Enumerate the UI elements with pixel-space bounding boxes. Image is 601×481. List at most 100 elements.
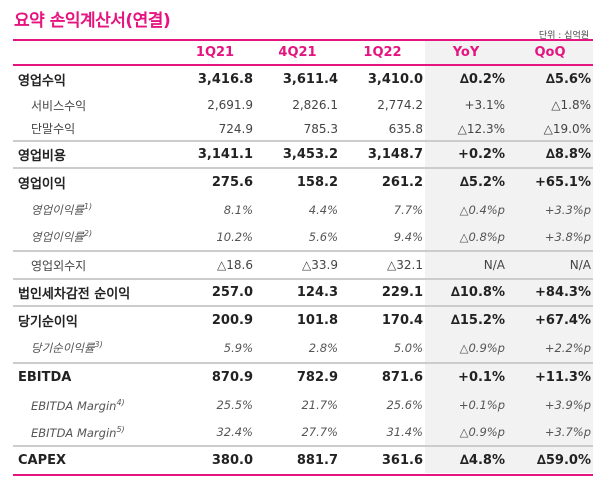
cell-1q21: 200.9 (211, 313, 253, 328)
footnote-marker: 1) (83, 202, 93, 212)
table-row: CAPEX 380.0 881.7 361.6 ∆4.8% ∆59.0% (13, 446, 593, 475)
table-row: 당기순이익 200.9 101.8 170.4 ∆15.2% +67.4% (13, 306, 593, 334)
comparison-column-background (425, 40, 593, 473)
row-label-text: EBITDA Margin (31, 425, 117, 440)
row-label-text: 영업이익률 (31, 230, 84, 244)
footnote-marker: 4) (116, 397, 125, 407)
row-label-text: 영업수익 (18, 74, 66, 89)
cell-4q21: 158.2 (296, 175, 338, 190)
row-label-text: CAPEX (18, 453, 67, 468)
header-row: 1Q21 4Q21 1Q22 YoY QoQ (13, 40, 593, 65)
row-label: 영업외수지 (13, 251, 175, 279)
cell-qoq: +65.1% (535, 175, 591, 190)
header-qoq: QoQ (534, 45, 566, 60)
row-label-text: 영업이익 (18, 177, 66, 192)
cell-yoy: △0.9%p (459, 425, 505, 439)
row-label: 영업이익 (13, 168, 175, 196)
row-label-text: 당기순이익 (18, 315, 78, 330)
income-statement-table: 1Q21 4Q21 1Q22 YoY QoQ 영업수익 3,416.8 3,611.… (13, 39, 593, 476)
cell-1q22: 25.6% (386, 398, 423, 412)
row-label-text: 서비스수익 (31, 98, 87, 113)
footnote-marker: 2) (83, 229, 93, 239)
table-row: 영업이익률1) 8.1% 4.4% 7.7% △0.4%p +3.3%p (13, 196, 593, 224)
cell-yoy: ∆4.8% (459, 453, 505, 468)
header-blank (13, 40, 175, 65)
cell-4q21: △33.9 (302, 258, 338, 272)
cell-qoq: +3.7%p (544, 425, 591, 439)
row-label: 당기순이익률3) (13, 334, 175, 363)
cell-4q21: 124.3 (296, 285, 338, 300)
row-label: EBITDA Margin4) (13, 391, 175, 419)
cell-1q21: 25.5% (216, 398, 253, 412)
row-label: EBITDA (13, 363, 175, 391)
cell-yoy: ∆10.8% (450, 285, 505, 300)
cell-4q21: 4.4% (308, 203, 338, 217)
row-label-text: 단말수익 (31, 122, 76, 136)
cell-1q21: 380.0 (211, 453, 253, 468)
cell-qoq: +11.3% (535, 370, 591, 385)
header-yoy: YoY (452, 45, 480, 60)
table-row: 영업이익률2) 10.2% 5.6% 9.4% △0.8%p +3.8%p (13, 224, 593, 251)
cell-1q22: 2,774.2 (377, 98, 423, 112)
cell-qoq: ∆59.0% (536, 453, 591, 468)
cell-1q21: 2,691.9 (207, 98, 253, 112)
table-row: 법인세차감전 순이익 257.0 124.3 229.1 ∆10.8% +84.3% (13, 279, 593, 306)
cell-1q22: 5.0% (393, 341, 423, 355)
row-label-text: 법인세차감전 순이익 (18, 287, 131, 302)
row-label: 영업비용 (13, 141, 175, 168)
cell-yoy: △12.3% (457, 121, 505, 136)
row-label-text: 영업이익률 (31, 203, 84, 217)
cell-1q22: 31.4% (386, 425, 423, 439)
header-1q22: 1Q22 (363, 45, 402, 60)
cell-1q21: 724.9 (218, 121, 253, 136)
cell-1q22: 3,148.7 (367, 147, 423, 162)
cell-1q21: 870.9 (211, 370, 253, 385)
cell-4q21: 785.3 (303, 121, 338, 136)
cell-yoy: △0.8%p (459, 230, 505, 244)
cell-yoy: ∆0.2% (459, 72, 505, 87)
cell-1q21: 275.6 (211, 175, 253, 190)
cell-1q22: 261.2 (381, 175, 423, 190)
cell-qoq: +2.2%p (544, 341, 591, 355)
row-label: 단말수익 (13, 117, 175, 141)
header-1q21: 1Q21 (195, 45, 235, 60)
row-label: EBITDA Margin5) (13, 419, 175, 446)
cell-yoy: N/A (483, 258, 505, 272)
cell-qoq: +3.8%p (544, 230, 591, 244)
cell-4q21: 3,453.2 (282, 147, 338, 162)
cell-qoq: +84.3% (535, 285, 591, 300)
cell-1q21: △18.6 (217, 258, 253, 272)
cell-1q21: 32.4% (216, 425, 253, 439)
cell-1q22: 3,410.0 (367, 72, 423, 87)
row-label: 영업이익률2) (13, 224, 175, 251)
cell-1q22: △32.1 (387, 258, 423, 272)
row-label: 당기순이익 (13, 306, 175, 334)
table-row: 영업외수지 △18.6 △33.9 △32.1 N/A N/A (13, 251, 593, 279)
cell-1q22: 170.4 (381, 313, 423, 328)
row-label-text: EBITDA (18, 370, 72, 385)
cell-4q21: 881.7 (296, 453, 338, 468)
cell-yoy: +0.1%p (458, 398, 505, 412)
cell-yoy: △0.4%p (459, 203, 505, 217)
cell-4q21: 2.8% (308, 341, 338, 355)
cell-yoy: ∆5.2% (459, 175, 505, 190)
cell-qoq: N/A (569, 258, 591, 272)
cell-qoq: ∆8.8% (545, 147, 591, 162)
table-row: 영업비용 3,141.1 3,453.2 3,148.7 +0.2% ∆8.8% (13, 141, 593, 168)
page-title: 요약 손익계산서(연결) (14, 11, 171, 31)
cell-1q22: 229.1 (381, 285, 423, 300)
table-row: 서비스수익 2,691.9 2,826.1 2,774.2 +3.1% △1.8% (13, 93, 593, 117)
cell-1q21: 3,416.8 (197, 72, 253, 87)
footnote-marker: 3) (94, 340, 103, 350)
cell-qoq: ∆5.6% (545, 72, 591, 87)
cell-yoy: +0.1% (458, 370, 505, 385)
cell-1q21: 10.2% (216, 230, 253, 244)
table-row: 영업수익 3,416.8 3,611.4 3,410.0 ∆0.2% ∆5.6% (13, 65, 593, 93)
table-row: EBITDA Margin4) 25.5% 21.7% 25.6% +0.1%p +3.9… (13, 391, 593, 419)
cell-4q21: 27.7% (301, 425, 338, 439)
cell-1q22: 9.4% (393, 230, 423, 244)
table-row: 단말수익 724.9 785.3 635.8 △12.3% △19.0% (13, 117, 593, 141)
row-label-text: 당기순이익률 (31, 341, 95, 355)
cell-4q21: 101.8 (296, 313, 338, 328)
table-row: 당기순이익률3) 5.9% 2.8% 5.0% △0.9%p +2.2%p (13, 334, 593, 363)
